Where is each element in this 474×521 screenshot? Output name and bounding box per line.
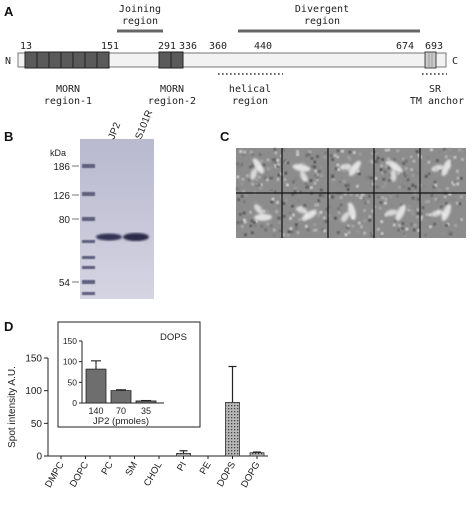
panel-letter-c: C <box>220 129 230 144</box>
x-tick-label: PC <box>99 460 115 477</box>
inset-x-tick-label: 70 <box>116 406 126 416</box>
inset-x-tick-label: 140 <box>88 406 103 416</box>
morn-region-1-label-line1: MORN <box>56 84 80 95</box>
inset-bar <box>85 368 107 404</box>
panel-letter-b: B <box>4 129 13 144</box>
inset-y-tick-label: 150 <box>63 336 77 346</box>
s101r-band <box>123 233 149 241</box>
marker-label: 186 <box>53 162 70 173</box>
inset-bar <box>110 390 132 404</box>
position-label: 291 <box>158 41 176 52</box>
sr-anchor-label-line1: SR <box>429 84 442 95</box>
x-tick-label: SM <box>123 460 140 478</box>
position-label: 693 <box>425 41 443 52</box>
inset-bar <box>135 400 157 404</box>
morn-region-2-boxes <box>158 51 184 69</box>
y-tick-label: 100 <box>25 386 42 397</box>
morn-region-2-label-line2: region-2 <box>148 96 196 107</box>
em-grid-lines <box>236 148 466 238</box>
kda-label: kDa <box>50 148 66 158</box>
morn-region-1-boxes <box>24 51 110 69</box>
inset-x-axis-title: JP2 (pmoles) <box>93 416 149 427</box>
c-terminus-label: C <box>452 56 458 67</box>
x-tick-label: DOPC <box>68 460 91 489</box>
position-label: 151 <box>101 41 119 52</box>
bar-dopg <box>249 452 265 457</box>
panel-d: D Spot intensity A.U. 0 50 100 150 DMPC DOPC P… <box>4 319 268 490</box>
em-class-averages <box>236 148 466 238</box>
marker-label: 126 <box>53 191 70 202</box>
inset-title: DOPS <box>160 332 187 343</box>
helical-region-label-line2: region <box>232 96 268 107</box>
sr-anchor-label-line2: TM anchor <box>410 96 464 107</box>
x-tick-label: DOPS <box>215 460 238 489</box>
divergent-region-label-line1: Divergent <box>295 4 349 15</box>
position-label: 336 <box>179 41 197 52</box>
inset-y-tick-label: 0 <box>72 398 77 408</box>
x-tick-label: DOPG <box>239 460 263 490</box>
divergent-region-label-line2: region <box>304 16 340 27</box>
inset-bar-chart: DOPS JP2 (pmoles) 0 50 100 150 140 70 35 <box>63 332 187 427</box>
em-particles <box>250 158 452 223</box>
x-tick-label: PI <box>175 460 189 473</box>
position-label: 13 <box>20 41 32 52</box>
jp2-band <box>96 233 122 241</box>
panel-c: C <box>220 129 466 238</box>
panel-letter-d: D <box>4 319 13 334</box>
morn-region-2-label-line1: MORN <box>160 84 184 95</box>
y-tick-label: 50 <box>31 419 43 430</box>
y-axis-title: Spot intensity A.U. <box>7 366 18 448</box>
position-label: 440 <box>254 41 272 52</box>
inset-y-tick-label: 50 <box>68 377 78 387</box>
inset-x-tick-label: 35 <box>141 406 151 416</box>
panel-letter-a: A <box>4 4 14 19</box>
marker-label: 80 <box>59 215 71 226</box>
position-label: 674 <box>396 41 414 52</box>
lane-label-jp2: JP2 <box>107 121 124 142</box>
x-tick-label: CHOL <box>142 460 165 488</box>
y-tick-label: 0 <box>36 452 42 463</box>
tm-anchor-box <box>424 51 437 69</box>
lane-label-s101r: S101R <box>134 109 156 141</box>
main-bar-chart: Spot intensity A.U. 0 50 100 150 DMPC DOPC PC S… <box>7 354 268 490</box>
morn-region-1-label-line2: region-1 <box>44 96 92 107</box>
n-terminus-label: N <box>5 56 11 67</box>
panel-a: A Joining region Divergent region 13 151… <box>4 4 464 107</box>
position-label: 360 <box>209 41 227 52</box>
x-tick-label: PE <box>198 460 214 476</box>
joining-region-label-line2: region <box>122 16 158 27</box>
helical-region-label-line1: helical <box>229 84 271 95</box>
x-tick-label: DMPC <box>43 460 67 490</box>
protein-backbone <box>17 52 447 68</box>
marker-label: 54 <box>59 278 71 289</box>
bar-dops <box>225 402 240 457</box>
joining-region-label-line1: Joining <box>119 4 161 15</box>
bar-pi <box>176 452 191 457</box>
inset-y-tick-label: 100 <box>63 357 77 367</box>
marker-ladder-bands <box>82 164 95 295</box>
y-tick-label: 150 <box>25 354 42 365</box>
panel-b: B kDa JP2 S101R 186 126 80 54 <box>4 109 155 299</box>
